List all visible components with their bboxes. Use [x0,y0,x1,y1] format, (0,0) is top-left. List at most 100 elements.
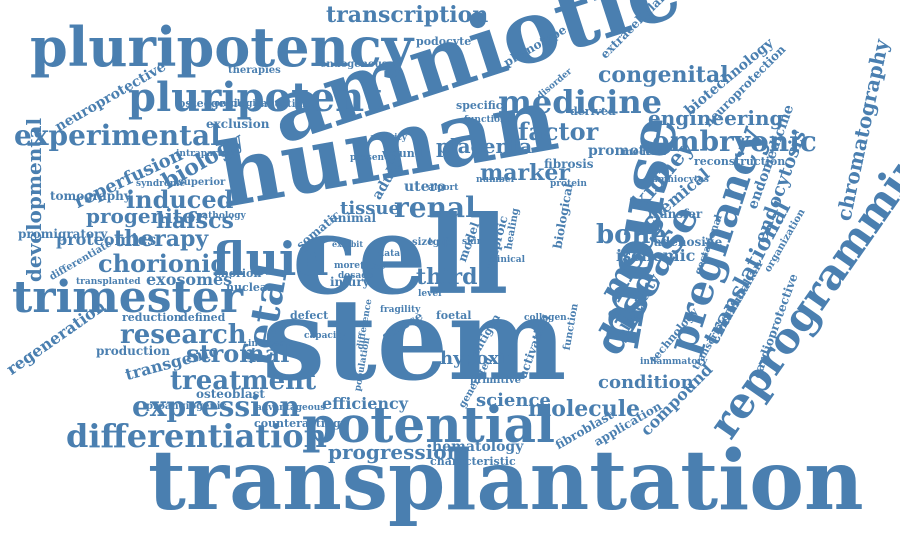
word-treatment: treatment [170,366,317,396]
word-intrapartum: intrapartum [176,149,238,159]
word-fibrosis: fibrosis [544,157,594,171]
word-trimester: trimester [12,272,244,323]
word-transplantation: transplantation [148,433,864,529]
word-superior: superior [178,177,226,188]
word-reconstruction: reconstruction [694,155,786,168]
word-embryonic: embryonic [652,125,817,158]
word-therapy: therapy [114,226,209,252]
word-defined: defined [180,311,226,324]
word-marker: marker [480,160,570,186]
word-efficiency: efficiency [322,394,409,413]
word-potential: potential [302,395,556,454]
word-hafscs: hafscs [156,208,234,234]
word-tissue: tissue [340,198,400,219]
word-skin: skin [462,237,484,247]
word-derived: derived [570,105,616,118]
word-amniocytes: amniocytes [652,175,709,185]
word-endogenous: endogenous [320,59,388,70]
word-clinical: clinical [488,255,526,265]
word-therapies: therapies [228,65,281,76]
word-engineering: engineering [648,106,784,130]
word-proteomics: proteomics [56,230,157,249]
word-inflammatory: inflammatory [640,357,708,367]
word-differentiation: differentiation [66,417,327,455]
word-syndrome: syndrome [136,179,186,189]
word-podocyte: podocyte [416,35,472,48]
word-time: time [360,261,386,272]
word-bone: bone [596,220,667,250]
word-progenitor: progenitor [86,204,206,228]
word-tomography: tomography [50,189,131,203]
word-primitive: primitive [470,375,522,386]
word-animal: animal [330,211,377,225]
word-exclusion: exclusion [206,117,270,131]
word-developmental: developmental [22,117,47,283]
word-activity: activity [370,133,407,143]
word-characteristic: characteristic [430,455,516,468]
word-production: production [96,344,170,358]
word-cell: cell [292,193,509,319]
word-advantageous: advantageous [256,403,326,413]
word-size: size [412,237,434,248]
word-foetal: foetal [436,309,472,322]
word-induced: induced [126,185,234,214]
word-condition: condition [598,372,694,393]
word-increase: increase [248,339,291,349]
word-research: research [120,320,247,350]
word-medical: medical [622,147,667,158]
word-promoter: promoter [588,143,662,159]
word-osteoblast: osteoblast [196,387,265,401]
word-injury: injury [330,275,370,289]
word-specific: specific [456,99,503,112]
word-protein: protein [550,179,587,189]
word-hematology: hematology [432,439,524,455]
word-pluripotent: pluripotent [128,74,383,121]
word-fragility: fragility [380,305,421,315]
word-nuclear: nuclear [226,281,273,294]
word-more: more [334,261,360,271]
word-adenosine: adenosine [654,235,723,249]
word-stromal: stromal [186,339,290,368]
word-transplanted: transplanted [76,277,141,287]
word-stem: stem [262,275,567,406]
word-dosage: dosage [338,271,374,281]
word-exhibit: exhibit [332,239,364,249]
word-functional: functional [464,115,516,125]
word-collagen: collagen [524,313,567,323]
word-alport: alport [428,183,459,193]
word-fluid: fluid [212,232,329,286]
word-progression: progression [328,440,462,464]
word-exosomes: exosomes [146,270,233,289]
word-experimental: experimental [14,119,221,152]
word-ontological: ontological [214,99,271,109]
word-molecule: molecule [528,396,641,422]
word-ischemic: ischemic [616,246,696,265]
word-osteogenic: osteogenic [178,97,245,110]
word-injection: injection [260,99,310,110]
word-expression: expression [132,390,300,423]
word-reduction: reduction [122,311,182,324]
word-presence: presence [350,153,396,163]
word-factor: factor [518,117,599,146]
word-defect: defect [290,309,329,322]
word-chorionic: chorionic [98,249,226,278]
word-science: science [476,390,551,411]
word-utero: utero [404,179,447,195]
word-transfer: transfer [648,207,703,221]
word-tgfβ: tgfβ [428,237,451,248]
word-proangiogenic: proangiogenic [146,401,227,412]
word-wound: wound [382,147,423,160]
word-medicine: medicine [498,83,663,121]
word-counteracting: counteracting [254,417,341,430]
word-placenta: placenta [436,134,533,158]
word-transcription: transcription [326,2,489,28]
word-renal: renal [394,191,476,224]
word-biological: biological [550,182,576,250]
word-promigratory: promigratory [18,227,108,241]
word-congenital: congenital [598,62,729,88]
word-number: number [476,175,516,185]
word-capacity: capacity [304,331,346,341]
word-chorion: chorion [214,267,262,280]
word-pluripotency: pluripotency [30,15,414,79]
